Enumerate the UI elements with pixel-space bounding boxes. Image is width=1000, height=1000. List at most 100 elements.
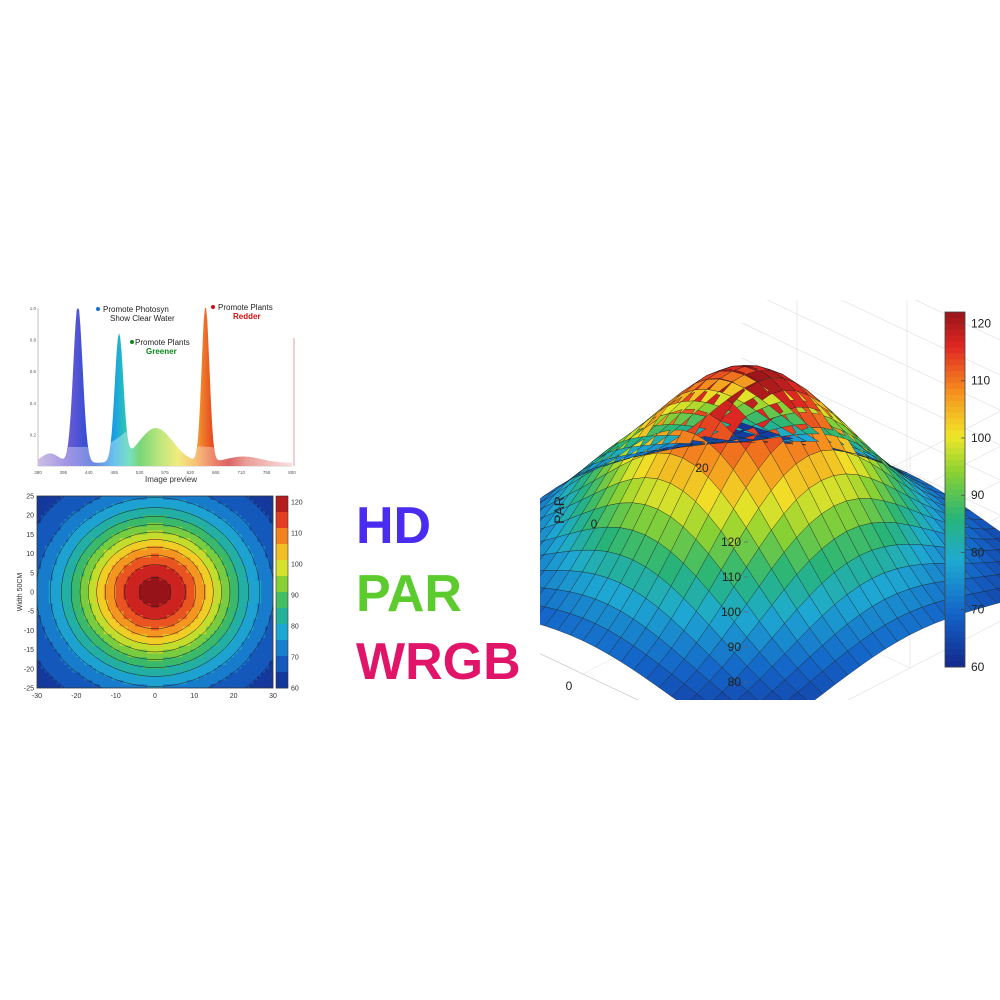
contour-cell — [202, 603, 207, 608]
contour-cell — [44, 576, 50, 581]
contour-cell — [194, 611, 199, 616]
contour-cell — [182, 534, 187, 539]
contour-cell — [237, 634, 242, 639]
contour-cell — [64, 676, 69, 681]
contour-cell — [194, 580, 199, 585]
contour-cell — [155, 565, 160, 570]
contour-cell — [155, 622, 160, 627]
contour-cell — [178, 565, 183, 570]
contour-cell — [151, 496, 156, 501]
contour-cell — [119, 568, 124, 574]
contour-cell — [111, 507, 117, 512]
contour-cell — [269, 645, 273, 650]
contour-cell — [162, 599, 168, 604]
contour-cell — [147, 519, 152, 524]
contour-cell — [48, 526, 54, 531]
contour-cell — [103, 530, 109, 535]
contour-cell — [127, 515, 132, 520]
contour-cell — [249, 664, 254, 670]
contour-cell — [269, 530, 273, 535]
contour-cell — [72, 657, 77, 662]
contour-line — [61, 507, 249, 677]
contour-cell — [80, 641, 85, 647]
contour-cell — [210, 622, 215, 627]
contour-cell — [151, 630, 156, 635]
contour-cell — [265, 626, 270, 631]
contour-cell — [52, 680, 58, 685]
contour-cell — [214, 603, 219, 608]
contour-cell — [127, 584, 132, 589]
contour-cell — [162, 653, 168, 658]
contour-cell — [261, 538, 266, 543]
contour-cell — [194, 507, 199, 512]
contour-cell — [44, 599, 50, 604]
contour-cell — [80, 626, 85, 631]
contour-cell — [151, 641, 156, 647]
contour-cell — [162, 568, 168, 574]
contour-cell — [155, 584, 160, 589]
contour-cell — [135, 649, 140, 654]
contour-cell — [249, 599, 254, 604]
contour-cell — [37, 511, 42, 516]
contour-cell — [135, 630, 140, 635]
surface-mesh — [417, 365, 1000, 748]
contour-cell — [225, 657, 231, 662]
contour-cell — [111, 630, 117, 635]
contour-cell — [60, 684, 65, 688]
contour-cell — [88, 592, 93, 597]
contour-cell — [37, 684, 42, 688]
contour-cell — [217, 507, 223, 512]
contour-cell — [253, 580, 258, 585]
contour-cell — [60, 676, 65, 681]
contour-cell — [103, 515, 109, 520]
contour-cell — [241, 511, 246, 516]
contour-cell — [210, 653, 215, 658]
contour-cell — [186, 580, 191, 585]
contour-cell — [88, 649, 93, 654]
contour-cell — [253, 649, 258, 654]
contour-cell — [72, 676, 77, 681]
contour-cell — [96, 499, 101, 505]
contour-cell — [225, 607, 231, 612]
contour-cell — [229, 649, 235, 654]
contour-cell — [115, 668, 120, 674]
contour-cell — [139, 522, 144, 528]
contour-cell — [131, 649, 136, 654]
contour-cell — [96, 507, 101, 512]
contour-cell — [166, 599, 172, 604]
contour-cell — [99, 545, 105, 551]
contour-cell — [127, 565, 132, 570]
contour-cell — [261, 664, 266, 670]
contour-cell — [182, 668, 187, 674]
contour-cell — [233, 576, 238, 581]
contour-cell — [143, 599, 148, 604]
contour-cell — [198, 561, 203, 566]
contour-cell — [147, 611, 152, 616]
contour-cell — [68, 630, 73, 635]
contour-cell — [151, 549, 156, 554]
contour-cell — [221, 530, 227, 535]
contour-cell — [221, 515, 227, 520]
contour-cell — [127, 503, 132, 508]
contour-cell — [217, 557, 223, 562]
contour-cell — [186, 515, 191, 520]
contour-cell — [111, 607, 117, 612]
contour-cell — [249, 580, 254, 585]
contour-cell — [237, 522, 242, 528]
contour-cell — [40, 542, 46, 547]
contour-cell — [261, 549, 266, 554]
contour-cell — [221, 572, 227, 578]
contour-cell — [261, 622, 266, 627]
contour-cell — [269, 653, 273, 658]
contour-cell — [84, 542, 89, 547]
contour-cell — [84, 530, 89, 535]
contour-cell — [237, 561, 242, 566]
contour-cell — [127, 545, 132, 551]
contour-cell — [135, 503, 140, 508]
contour-cell — [182, 588, 187, 593]
contour-cell — [198, 649, 203, 654]
contour-cell — [257, 545, 262, 551]
contour-cell — [214, 661, 219, 666]
contour-cell — [269, 568, 273, 574]
surface-colorbar-band — [945, 483, 965, 490]
